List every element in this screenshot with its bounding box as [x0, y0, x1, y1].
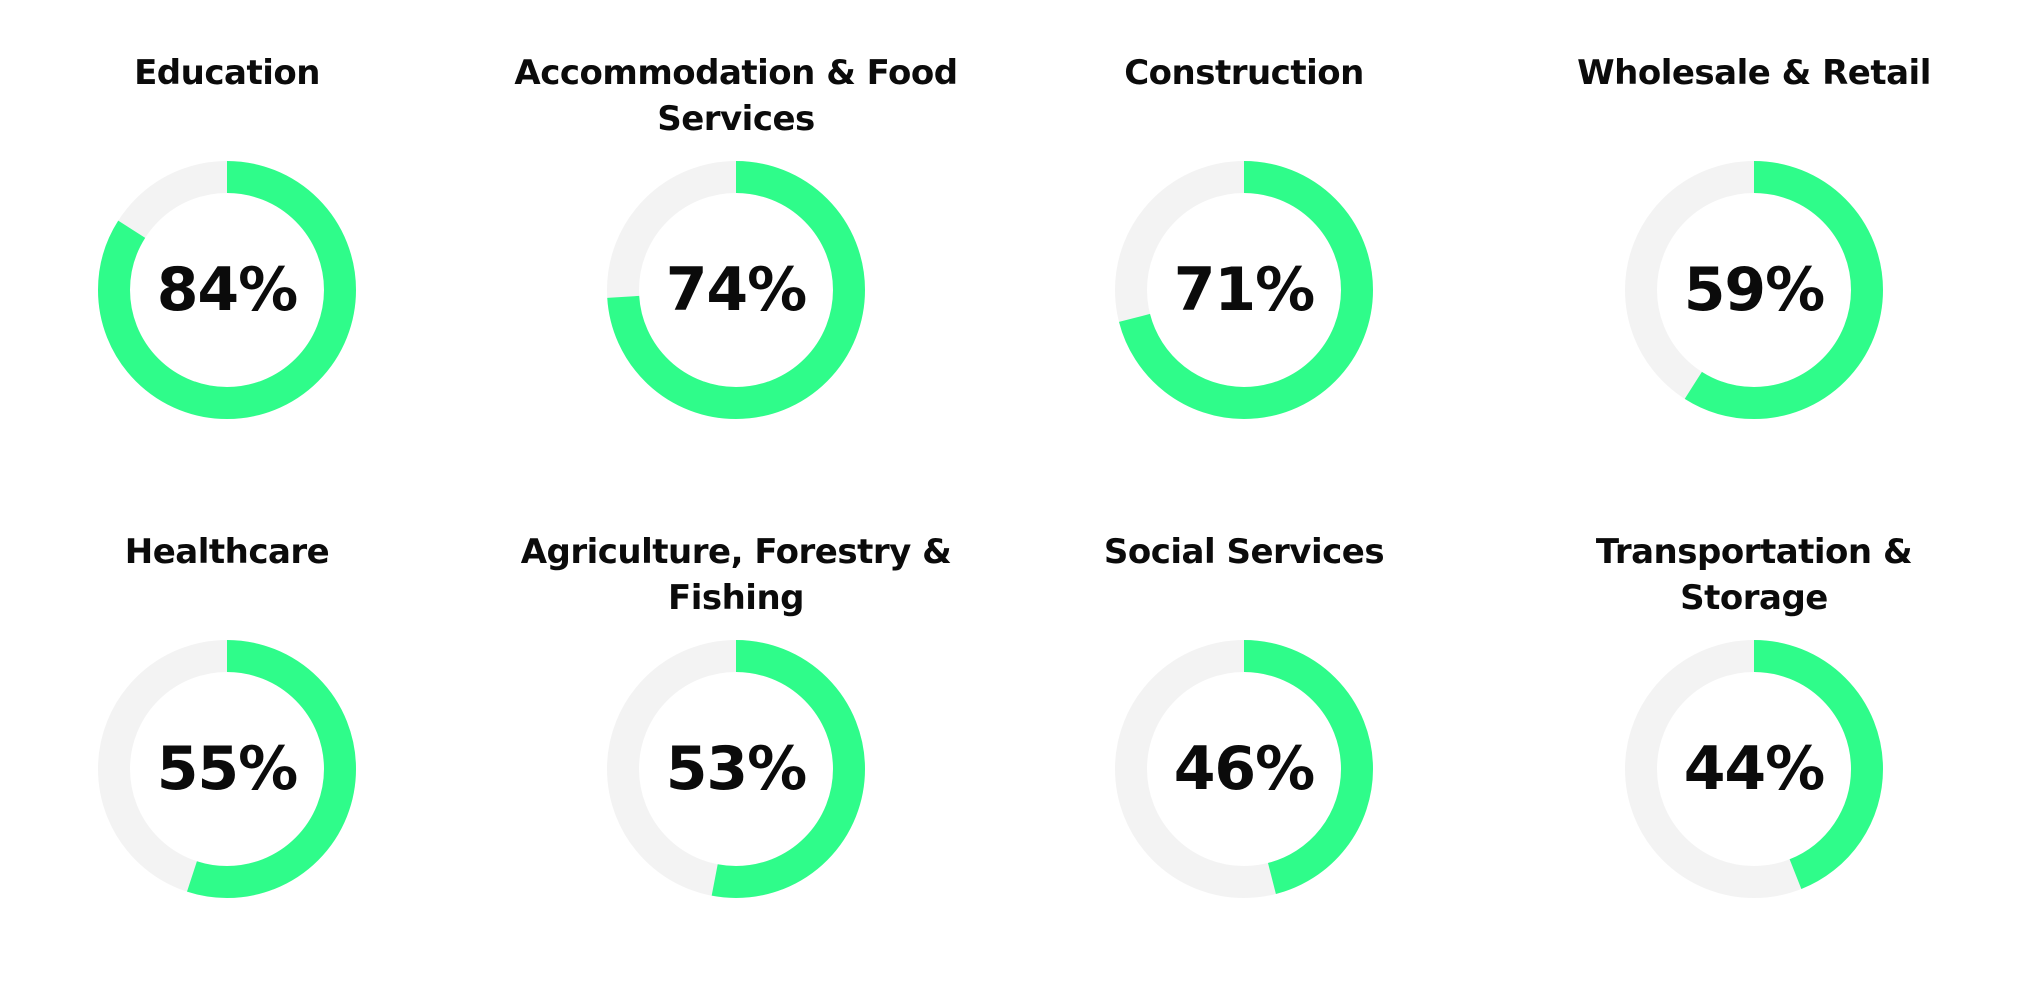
donut-ring [607, 161, 865, 419]
donut-ring [1625, 161, 1883, 419]
donut-card: Wholesale & Retail 59% [1524, 50, 1984, 510]
donut-ring [1115, 640, 1373, 898]
donut-card: Healthcare 55% [0, 529, 457, 989]
donut-card: Transportation & Storage 44% [1524, 529, 1984, 989]
donut-value-label: 74% [665, 255, 808, 325]
donut-value-arc [98, 640, 356, 898]
donut-title: Healthcare [124, 532, 330, 572]
donut-value-arc [607, 640, 865, 898]
donut-card: Agriculture, Forestry & Fishing 53% [506, 529, 966, 989]
donut-ring [1115, 161, 1373, 419]
donut-value-label: 84% [156, 255, 299, 325]
donut-chart: 53% [606, 639, 866, 899]
donut-title: Agriculture, Forestry & Fishing [520, 532, 952, 618]
donut-chart: 44% [1624, 639, 1884, 899]
donut-ring [1625, 640, 1883, 898]
donut-value-label: 53% [665, 734, 808, 804]
donut-chart: 71% [1114, 160, 1374, 420]
donut-value-arc [1625, 161, 1883, 419]
donut-card: Accommodation & Food Services 74% [506, 50, 966, 510]
donut-chart: 59% [1624, 160, 1884, 420]
donut-value-arc [1115, 161, 1373, 419]
donut-ring [607, 640, 865, 898]
donut-chart: 74% [606, 160, 866, 420]
donut-title: Education [134, 53, 320, 93]
donut-title: Accommodation & Food Services [514, 53, 958, 139]
donut-title: Construction [1124, 53, 1364, 93]
donut-title: Wholesale & Retail [1577, 53, 1931, 93]
donut-value-arc [1115, 640, 1373, 898]
donut-card: Construction 71% [1014, 50, 1474, 510]
donut-chart: 46% [1114, 639, 1374, 899]
donut-value-label: 46% [1173, 734, 1316, 804]
donut-ring [98, 161, 356, 419]
donut-value-label: 71% [1173, 255, 1316, 325]
donut-value-arc [98, 161, 356, 419]
donut-value-arc [607, 161, 865, 419]
donut-card: Social Services 46% [1014, 529, 1474, 989]
donut-card: Education 84% [0, 50, 457, 510]
donut-title: Transportation & Storage [1595, 532, 1913, 618]
donut-value-label: 55% [156, 734, 299, 804]
donut-value-label: 59% [1683, 255, 1826, 325]
donut-value-label: 44% [1683, 734, 1826, 804]
donut-chart: 84% [97, 160, 357, 420]
donut-value-arc [1625, 640, 1883, 898]
donut-chart: 55% [97, 639, 357, 899]
donut-title: Social Services [1103, 532, 1385, 572]
donut-ring [98, 640, 356, 898]
